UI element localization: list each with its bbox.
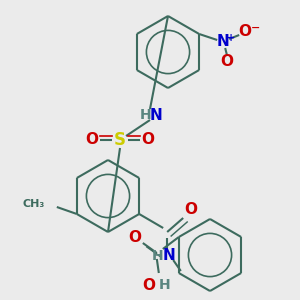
Text: N: N [217,34,230,50]
Text: S: S [114,131,126,149]
Text: −: − [250,23,260,33]
Text: H: H [159,278,171,292]
Text: O: O [221,55,234,70]
Text: H: H [140,108,152,122]
Text: +: + [227,33,235,43]
Text: H: H [152,249,163,263]
Text: N: N [150,107,162,122]
Text: O: O [142,133,154,148]
Text: O: O [128,230,141,244]
Text: O: O [142,278,155,292]
Text: O: O [85,133,98,148]
Text: CH₃: CH₃ [22,199,45,209]
Text: O: O [239,25,252,40]
Text: O: O [185,202,198,217]
Text: N: N [163,248,175,263]
